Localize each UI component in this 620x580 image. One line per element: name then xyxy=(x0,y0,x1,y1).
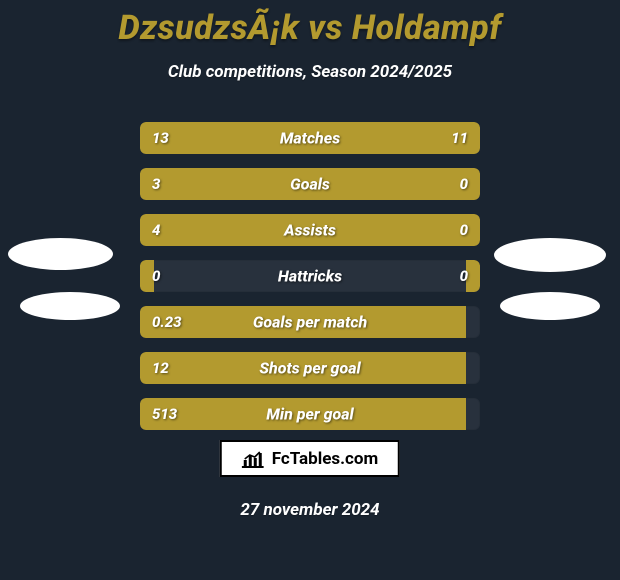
stat-label: Shots per goal xyxy=(140,359,480,378)
date-text: 27 november 2024 xyxy=(0,500,620,520)
source-badge-text: FcTables.com xyxy=(272,449,378,469)
title: DzsudzsÃ¡k vs Holdampf xyxy=(0,0,620,48)
stat-label: Assists xyxy=(140,221,480,240)
player-avatar-left-1 xyxy=(8,238,113,270)
stat-bar: 1311Matches xyxy=(140,122,480,154)
source-badge: FcTables.com xyxy=(220,440,400,477)
player-avatar-right-2 xyxy=(500,292,600,320)
stat-label: Min per goal xyxy=(140,405,480,424)
infographic-canvas: DzsudzsÃ¡k vs Holdampf Club competitions… xyxy=(0,0,620,580)
stat-bar: 30Goals xyxy=(140,168,480,200)
subtitle: Club competitions, Season 2024/2025 xyxy=(0,62,620,82)
player-avatar-left-2 xyxy=(20,292,120,320)
stat-label: Goals xyxy=(140,175,480,194)
stat-bars: 1311Matches 30Goals 40Assists 00Hattricks 0.… xyxy=(140,122,480,444)
chart-icon xyxy=(242,450,264,468)
stat-bar: 513Min per goal xyxy=(140,398,480,430)
stat-bar: 40Assists xyxy=(140,214,480,246)
stat-label: Matches xyxy=(140,129,480,148)
player-avatar-right-1 xyxy=(494,238,606,272)
stat-bar: 12Shots per goal xyxy=(140,352,480,384)
stat-label: Hattricks xyxy=(140,267,480,286)
stat-bar: 00Hattricks xyxy=(140,260,480,292)
stat-bar: 0.23Goals per match xyxy=(140,306,480,338)
stat-label: Goals per match xyxy=(140,313,480,332)
